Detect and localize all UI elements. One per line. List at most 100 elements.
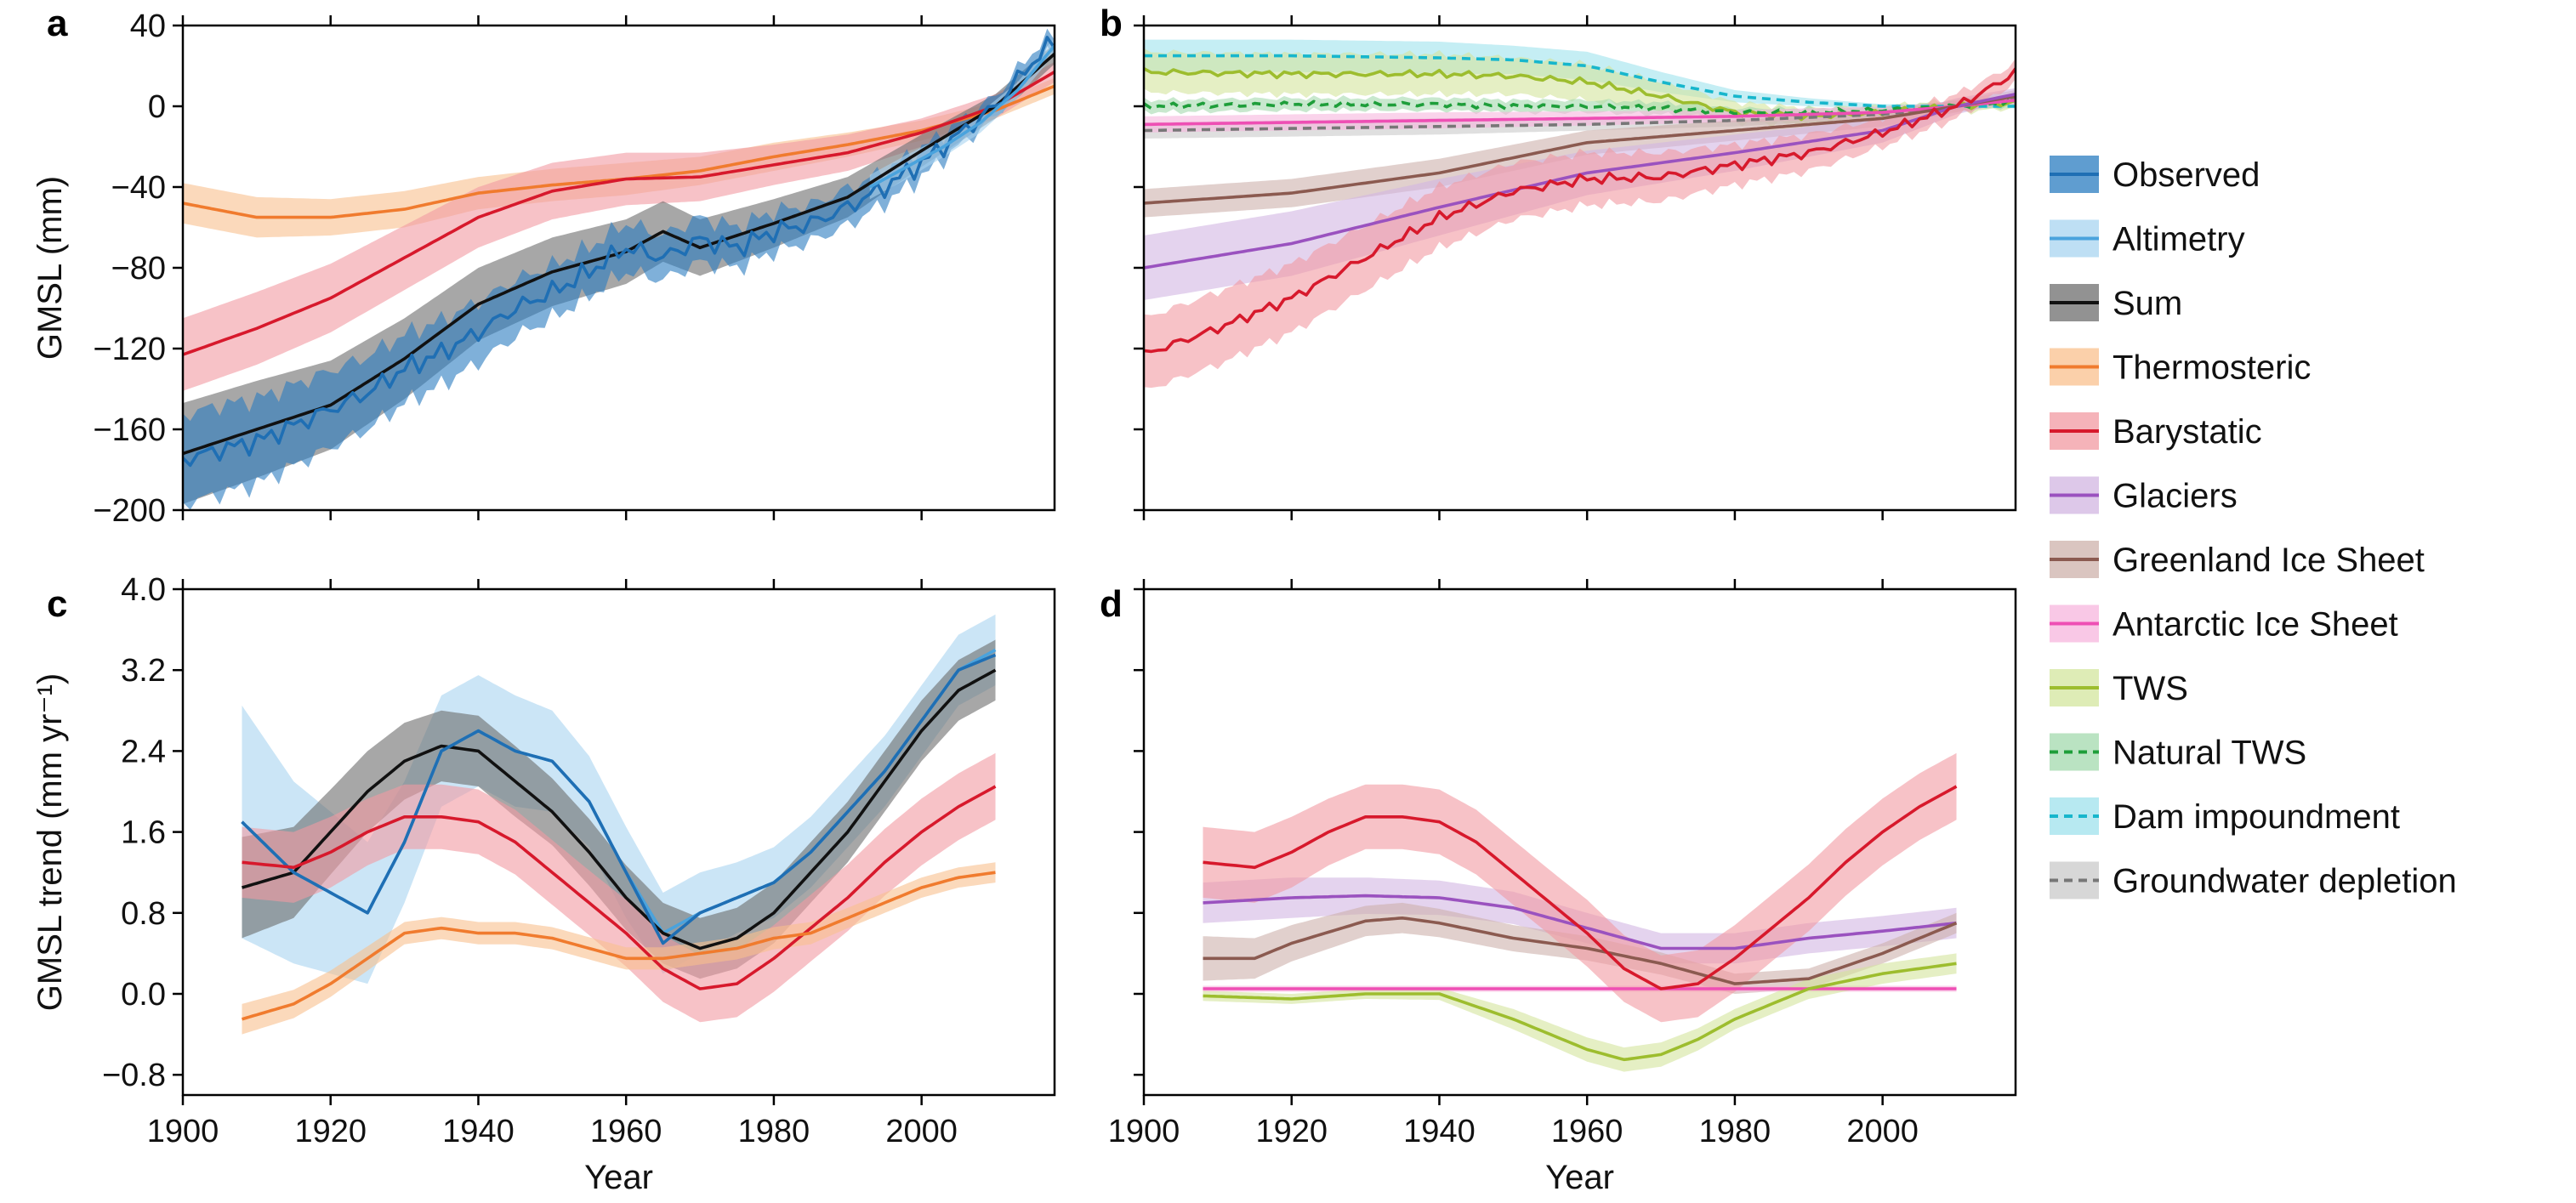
x-tick-label: 1920 xyxy=(294,1114,367,1149)
series-group-d xyxy=(1203,752,1958,1072)
x-axis-title: Year xyxy=(584,1159,653,1196)
series-group-c xyxy=(241,614,997,1035)
series-line-thermosteric xyxy=(241,871,996,1021)
uncertainty-band-thermosteric xyxy=(183,77,1055,238)
legend-label-greenland: Greenland Ice Sheet xyxy=(2113,542,2425,579)
y-tick-label: 4.0 xyxy=(121,572,166,608)
x-tick-label: 2000 xyxy=(1846,1114,1919,1149)
legend-item-glaciers: Glaciers xyxy=(2050,476,2238,515)
legend-item-thermosteric: Thermosteric xyxy=(2050,348,2311,387)
y-tick-label: 0 xyxy=(148,89,166,125)
x-tick-label: 1960 xyxy=(590,1114,662,1149)
legend-item-observed: Observed xyxy=(2050,156,2260,194)
series-line-barystatic xyxy=(1144,67,2016,354)
series-line-greenland xyxy=(1203,916,1958,985)
x-tick-label: 1960 xyxy=(1551,1114,1624,1149)
series-line-sum xyxy=(242,668,997,950)
x-tick-label: 1900 xyxy=(147,1114,219,1149)
y-tick-label: 1.6 xyxy=(121,815,166,851)
y-tick-label: −200 xyxy=(93,493,166,529)
series-line-natural_tws xyxy=(1144,99,2016,116)
series-line-observed xyxy=(183,36,1055,468)
y-tick-label: 3.2 xyxy=(121,653,166,689)
uncertainty-band-sum xyxy=(242,639,996,979)
series-line-sum xyxy=(183,52,1055,456)
legend-label-glaciers: Glaciers xyxy=(2113,478,2238,515)
uncertainty-band-antarctic xyxy=(1144,96,2016,133)
panels: a −200 −160 −120 −80 −40 0 40 GMSL (mm) b c 1900 192… xyxy=(31,3,2017,1196)
x-tick-label: 1920 xyxy=(1255,1114,1328,1149)
series-line-observed xyxy=(241,653,997,945)
y-tick-label: 40 xyxy=(130,9,166,44)
series-line-groundwater xyxy=(1144,96,2016,133)
y-tick-label: −0.8 xyxy=(102,1058,166,1093)
uncertainty-band-observed xyxy=(183,28,1055,510)
legend-label-groundwater: Groundwater depletion xyxy=(2113,863,2457,900)
legend-item-antarctic: Antarctic Ice Sheet xyxy=(2050,604,2398,644)
x-tick-label: 1940 xyxy=(442,1114,515,1149)
uncertainty-band-barystatic xyxy=(242,752,996,1023)
uncertainty-band-tws xyxy=(1144,48,2016,128)
panel-c: c 1900 1920 1940 1960 1980 2000 −0.8 0.0 0.8 1.6 2.… xyxy=(31,572,1056,1196)
uncertainty-band-thermosteric xyxy=(242,862,996,1035)
legend-item-dam: Dam impoundment xyxy=(2050,797,2400,836)
x-tick-label: 2000 xyxy=(885,1114,958,1149)
series-line-tws xyxy=(1203,962,1957,1062)
uncertainty-band-barystatic xyxy=(1203,752,1957,1023)
series-line-barystatic xyxy=(183,71,1055,356)
series-line-barystatic xyxy=(242,785,997,990)
series-line-greenland xyxy=(1144,94,2016,205)
panel-letter-a: a xyxy=(47,3,68,44)
panel-letter-c: c xyxy=(47,583,67,625)
y-tick-label: −160 xyxy=(93,412,166,448)
panel-b: b xyxy=(1100,3,2017,520)
plot-frame-c xyxy=(181,587,1056,1097)
x-tick-label: 1940 xyxy=(1403,1114,1476,1149)
legend-label-tws: TWS xyxy=(2113,670,2188,707)
legend-item-barystatic: Barystatic xyxy=(2050,412,2262,451)
legend-label-barystatic: Barystatic xyxy=(2113,413,2262,451)
y-tick-label: 2.4 xyxy=(121,734,166,769)
panel-letter-d: d xyxy=(1100,583,1123,625)
series-group-a xyxy=(183,28,1055,510)
panel-a: a −200 −160 −120 −80 −40 0 40 GMSL (mm) xyxy=(31,3,1056,529)
panel-d: d 1900 1920 1940 1960 1980 2000 Year xyxy=(1100,579,2017,1196)
legend-label-observed: Observed xyxy=(2113,156,2260,194)
uncertainty-band-altimetry xyxy=(869,37,1055,200)
y-tick-label: −80 xyxy=(111,251,166,287)
x-tick-label: 1900 xyxy=(1108,1114,1180,1149)
panel-letter-b: b xyxy=(1100,3,1123,44)
legend-label-natural_tws: Natural TWS xyxy=(2113,735,2306,772)
series-line-altimetry xyxy=(868,44,1055,189)
y-tick-label: −120 xyxy=(93,332,166,367)
uncertainty-band-altimetry xyxy=(242,614,996,985)
y-tick-label: 0.8 xyxy=(121,896,166,932)
y-axis-title: GMSL trend (mm yr⁻¹) xyxy=(31,673,69,1011)
legend-label-thermosteric: Thermosteric xyxy=(2113,349,2311,387)
legend-item-natural_tws: Natural TWS xyxy=(2050,733,2306,772)
series-line-barystatic xyxy=(1203,785,1958,990)
x-tick-label: 1980 xyxy=(738,1114,810,1149)
uncertainty-band-barystatic xyxy=(1144,58,2016,389)
legend-item-greenland: Greenland Ice Sheet xyxy=(2050,541,2425,579)
x-axis-title: Year xyxy=(1545,1159,1614,1196)
x-tick-label: 1980 xyxy=(1699,1114,1771,1149)
series-line-antarctic xyxy=(1144,99,2016,127)
legend: Observed Altimetry Sum Thermosteric Barystat… xyxy=(2050,156,2457,900)
series-line-dam xyxy=(1144,54,2016,108)
legend-label-sum: Sum xyxy=(2113,285,2182,322)
legend-label-antarctic: Antarctic Ice Sheet xyxy=(2113,606,2398,644)
plot-frame-d xyxy=(1142,587,2017,1097)
legend-item-altimetry: Altimetry xyxy=(2050,219,2245,258)
y-tick-label: −40 xyxy=(111,170,166,206)
series-group-b xyxy=(1144,39,2016,389)
legend-label-dam: Dam impoundment xyxy=(2113,798,2400,836)
legend-label-altimetry: Altimetry xyxy=(2113,221,2245,258)
uncertainty-band-barystatic xyxy=(183,61,1055,391)
legend-item-tws: TWS xyxy=(2050,669,2188,707)
legend-item-sum: Sum xyxy=(2050,284,2182,322)
legend-item-groundwater: Groundwater depletion xyxy=(2050,861,2457,900)
y-tick-label: 0.0 xyxy=(121,977,166,1013)
y-axis-title: GMSL (mm) xyxy=(31,176,69,360)
